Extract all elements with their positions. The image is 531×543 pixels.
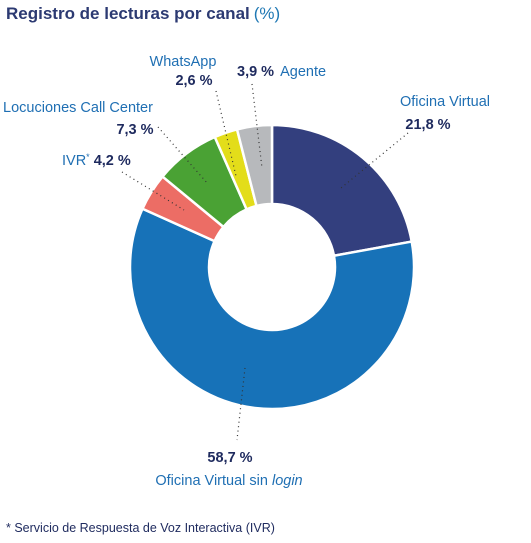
slice-label-oficina-virtual-sin-login-text: Oficina Virtual sin <box>155 473 268 489</box>
slice-label-oficina-virtual-sin-login: Oficina Virtual sin login <box>155 473 302 489</box>
slice-agente <box>235 123 274 208</box>
chart-title-unit: (%) <box>253 4 281 23</box>
leader-line-oficina-virtual-sin-login <box>236 367 246 441</box>
slice-label-agente: 3,9 % Agente <box>237 64 326 80</box>
leader-line-agente <box>251 83 263 169</box>
leader-line-oficina-virtual <box>340 132 409 189</box>
donut-slices <box>128 123 416 411</box>
slice-oficina-virtual <box>270 123 413 257</box>
chart-title-text: Registro de lecturas por canal <box>6 4 250 23</box>
leader-line-whatsapp <box>215 90 237 177</box>
slice-value-agente: 3,9 % <box>237 64 274 80</box>
slice-label-ivr-text: IVR <box>62 153 86 169</box>
slice-label-agente-text: Agente <box>280 64 326 80</box>
donut-chart: Oficina Virtual 21,8 % 58,7 % Oficina Vi… <box>3 54 490 489</box>
slice-value-whatsapp: 2,6 % <box>175 73 212 89</box>
leader-line-ivr <box>121 171 185 211</box>
slice-oficina-virtual-sin <box>128 207 416 411</box>
slice-value-ivr: 4,2 % <box>94 153 131 169</box>
footnote: * Servicio de Respuesta de Voz Interacti… <box>6 521 275 535</box>
slice-value-locuciones: 7,3 % <box>116 122 153 138</box>
slice-label-login-italic: login <box>272 473 303 489</box>
leader-line-locuciones <box>157 126 209 185</box>
slice-value-oficina-virtual-sin-login: 58,7 % <box>207 450 252 466</box>
slice-label-locuciones: Locuciones Call Center <box>3 100 153 116</box>
slice-label-whatsapp: WhatsApp <box>150 54 217 70</box>
slice-value-oficina-virtual: 21,8 % <box>405 117 450 133</box>
slice-label-ivr-sup: * <box>86 152 90 162</box>
slice-label-oficina-virtual: Oficina Virtual <box>400 94 490 110</box>
chart-title: Registro de lecturas por canal (%) <box>6 4 280 24</box>
slice-label-ivr: IVR* 4,2 % <box>62 152 131 169</box>
leader-lines <box>121 83 409 441</box>
